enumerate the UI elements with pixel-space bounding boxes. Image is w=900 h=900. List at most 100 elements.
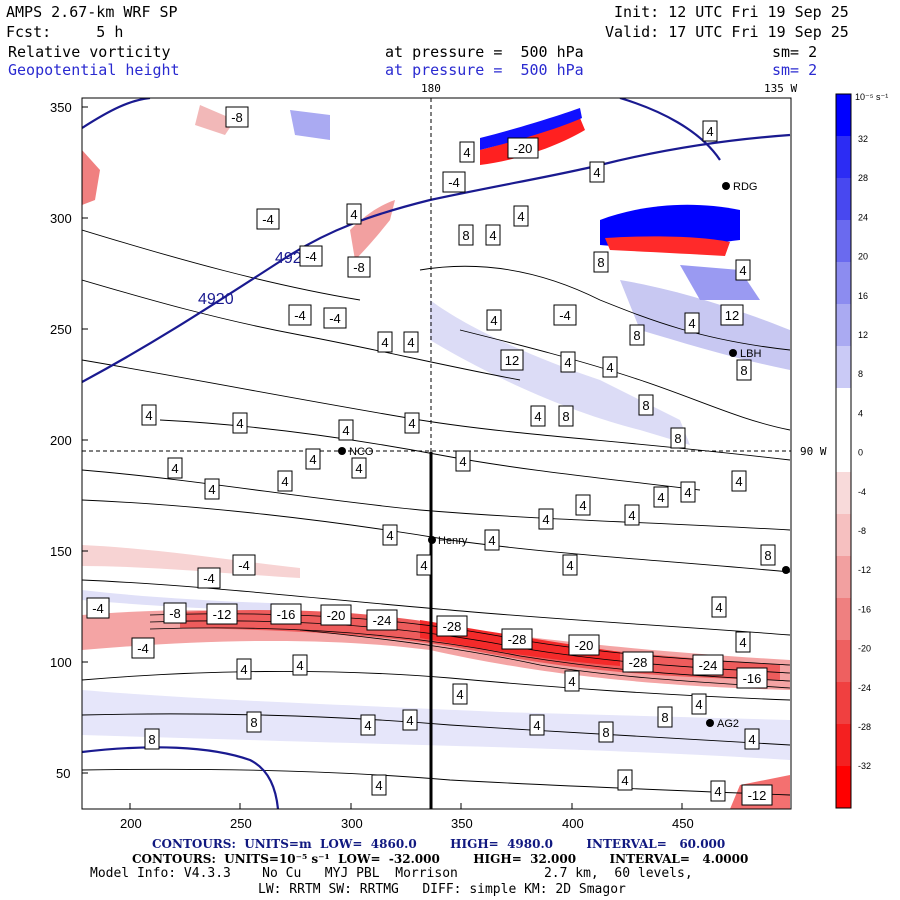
svg-text:4: 4 — [375, 778, 382, 793]
vorticity-contour-label: -20 — [568, 634, 600, 656]
vorticity-contour-label: -28 — [622, 651, 654, 673]
vorticity-contour-label: 4 — [232, 412, 248, 434]
vorticity-contour — [459, 329, 791, 431]
vorticity-feature — [605, 236, 730, 256]
svg-text:8: 8 — [148, 732, 155, 747]
svg-text:4: 4 — [628, 508, 635, 523]
vorticity-contour-label: -4 — [232, 554, 256, 576]
x-tick-label: 350 — [451, 816, 473, 831]
colorbar-block — [836, 766, 851, 808]
svg-text:4: 4 — [564, 355, 571, 370]
vorticity-contour-label: 4 — [653, 486, 669, 508]
vorticity-contour-label: 4 — [351, 457, 367, 479]
vorticity-contour-label: 8 — [629, 324, 645, 346]
vorticity-contour — [82, 469, 791, 531]
svg-text:4: 4 — [488, 533, 495, 548]
svg-text:4: 4 — [407, 335, 414, 350]
colorbar-tick-label: -28 — [858, 722, 871, 732]
vorticity-contour-label: -4 — [442, 171, 466, 193]
vorticity-contour-label: -12 — [206, 603, 238, 625]
field2-smoothing: sm= 2 — [772, 61, 818, 79]
svg-text:-16: -16 — [743, 671, 762, 686]
vorticity-contour-label: -8 — [347, 256, 371, 278]
vorticity-contour-label: 8 — [670, 427, 686, 449]
vorticity-contour — [82, 229, 361, 301]
vorticity-contour-label: 4 — [624, 504, 640, 526]
vorticity-contour-label: 4 — [459, 141, 475, 163]
positive-vorticity-patch — [620, 280, 790, 370]
vorticity-feature — [350, 200, 395, 260]
svg-text:4: 4 — [459, 454, 466, 469]
colorbar-block — [836, 304, 851, 346]
y-tick-label: 50 — [56, 766, 70, 781]
footer-vorticity-contours: CONTOURS: UNITS=10⁻⁵ s⁻¹ LOW= -32.000 HI… — [132, 852, 749, 866]
y-tick-label: 350 — [50, 100, 72, 115]
svg-text:4: 4 — [281, 474, 288, 489]
vorticity-contour-label: 4 — [684, 312, 700, 334]
svg-text:4: 4 — [739, 635, 746, 650]
vorticity-contour-label: 4 — [485, 224, 501, 246]
vorticity-labels: -8 4 4 -20 -4 4 -4 4 4 8 4 -4 -8 8 4 -4 -4 4 -4 8 4 12 4 4 12 4 4 8… — [86, 106, 776, 806]
vorticity-feature — [290, 110, 330, 140]
vorticity-contour-label: 4 — [204, 478, 220, 500]
vorticity-contour — [82, 279, 521, 381]
svg-text:4: 4 — [579, 498, 586, 513]
vorticity-contour — [419, 265, 791, 351]
height-contour-label: 4920 — [198, 291, 234, 308]
svg-text:-20: -20 — [514, 141, 533, 156]
colorbar-block — [836, 136, 851, 178]
svg-text:4: 4 — [517, 209, 524, 224]
svg-text:8: 8 — [674, 431, 681, 446]
colorbar-tick-label: -32 — [858, 761, 871, 771]
positive-vorticity-patch — [430, 300, 690, 445]
svg-text:-4: -4 — [238, 558, 250, 573]
vorticity-contour-label: 4 — [484, 529, 500, 551]
svg-text:-24: -24 — [699, 658, 718, 673]
svg-text:-24: -24 — [373, 613, 392, 628]
vorticity-contour-label: 4 — [377, 331, 393, 353]
vorticity-feature — [480, 108, 582, 150]
colorbar-block — [836, 556, 851, 598]
svg-text:4: 4 — [657, 490, 664, 505]
vorticity-contour-label: 4 — [452, 683, 468, 705]
svg-text:-4: -4 — [262, 212, 274, 227]
vorticity-contour-label: -4 — [131, 637, 155, 659]
vorticity-contour-label: -8 — [225, 106, 249, 128]
vorticity-contour-label: -24 — [366, 609, 398, 631]
init-time: Init: 12 UTC Fri 19 Sep 25 — [614, 3, 849, 21]
vorticity-contour-label: 4 — [617, 769, 633, 791]
svg-text:-4: -4 — [203, 571, 215, 586]
vorticity-contour-label: 4 — [141, 404, 157, 426]
vorticity-contour-label: 4 — [305, 448, 321, 470]
vorticity-contour-label: 12 — [720, 304, 744, 326]
svg-text:4: 4 — [406, 713, 413, 728]
station-rdg: RDG — [733, 181, 757, 193]
colorbar-block — [836, 640, 851, 682]
vorticity-contour-label: 8 — [458, 224, 474, 246]
vorticity-contour-label: -16 — [736, 667, 768, 689]
svg-text:8: 8 — [562, 409, 569, 424]
vorticity-contour — [82, 713, 791, 746]
vorticity-contour-label: 4 — [486, 309, 502, 331]
vorticity-contour-label: -4 — [256, 208, 280, 230]
svg-text:4: 4 — [355, 461, 362, 476]
station-henry: Henry — [438, 535, 468, 547]
svg-text:-4: -4 — [329, 311, 341, 326]
vorticity-contour-label: 4 — [236, 658, 252, 680]
svg-text:8: 8 — [250, 715, 257, 730]
vorticity-contour-label: 4 — [513, 205, 529, 227]
svg-text:4: 4 — [533, 718, 540, 733]
vorticity-contour-label: 4 — [731, 470, 747, 492]
vorticity-contour-label: 4 — [416, 554, 432, 576]
vorticity-contour-label: 8 — [558, 405, 574, 427]
vorticity-contour — [82, 768, 791, 796]
svg-text:4: 4 — [534, 409, 541, 424]
vorticity-contour-label: 8 — [144, 728, 160, 750]
footer-model-info-2: LW: RRTM SW: RRTMG DIFF: simple KM: 2D S… — [258, 882, 626, 897]
field2-name: Geopotential height — [8, 61, 180, 79]
svg-text:4: 4 — [606, 360, 613, 375]
vorticity-contour-label: -28 — [501, 628, 533, 650]
colorbar-block — [836, 94, 851, 136]
vorticity-contour-label: 4 — [277, 470, 293, 492]
colorbar-tick-label: -20 — [858, 644, 871, 654]
